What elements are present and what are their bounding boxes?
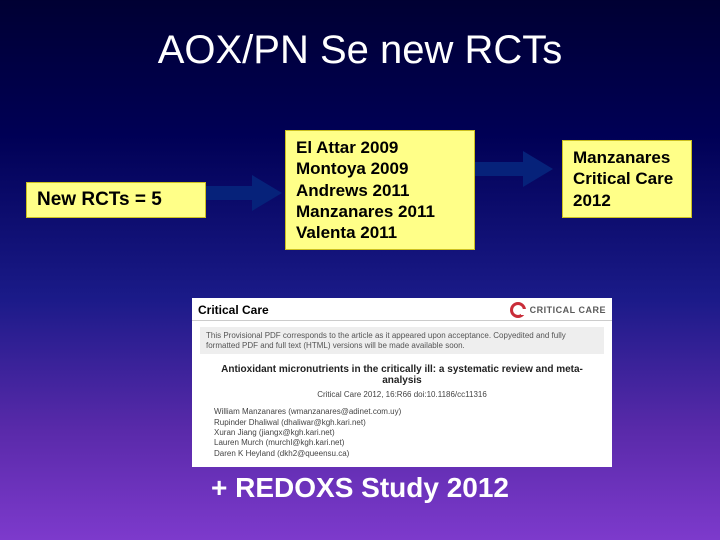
rct-item: Andrews 2011 [296, 180, 464, 201]
arrow-2-head [523, 151, 553, 187]
publication-box: Manzanares Critical Care 2012 [562, 140, 692, 218]
journal-brand: Critical Care [198, 303, 269, 317]
rct-item: El Attar 2009 [296, 137, 464, 158]
cc-logo-icon [510, 302, 526, 318]
pdf-excerpt: Critical Care CRITICAL CARE This Provisi… [192, 298, 612, 467]
arrow-1-head [252, 175, 282, 211]
journal-badge-label: CRITICAL CARE [530, 305, 606, 315]
article-meta: Critical Care 2012, 16:R66 doi:10.1186/c… [192, 390, 612, 399]
slide-title: AOX/PN Se new RCTs [0, 0, 720, 73]
rct-item: Montoya 2009 [296, 158, 464, 179]
journal-badge: CRITICAL CARE [510, 302, 606, 318]
provisional-pdf-note: This Provisional PDF corresponds to the … [200, 327, 604, 354]
pub-line: Critical Care [573, 168, 681, 189]
arrow-2 [475, 162, 523, 176]
flow-row: New RCTs = 5 El Attar 2009 Montoya 2009 … [0, 130, 720, 280]
rct-item: Manzanares 2011 [296, 201, 464, 222]
article-title: Antioxidant micronutrients in the critic… [204, 364, 600, 386]
footer-note: + REDOXS Study 2012 [0, 472, 720, 504]
pdf-header: Critical Care CRITICAL CARE [192, 298, 612, 321]
pub-line: 2012 [573, 190, 681, 211]
rct-list-box: El Attar 2009 Montoya 2009 Andrews 2011 … [285, 130, 475, 250]
arrow-1 [206, 186, 252, 200]
pub-line: Manzanares [573, 147, 681, 168]
rct-item: Valenta 2011 [296, 222, 464, 243]
article-authors: William Manzanares (wmanzanares@adinet.c… [214, 407, 600, 459]
new-rcts-count-box: New RCTs = 5 [26, 182, 206, 218]
